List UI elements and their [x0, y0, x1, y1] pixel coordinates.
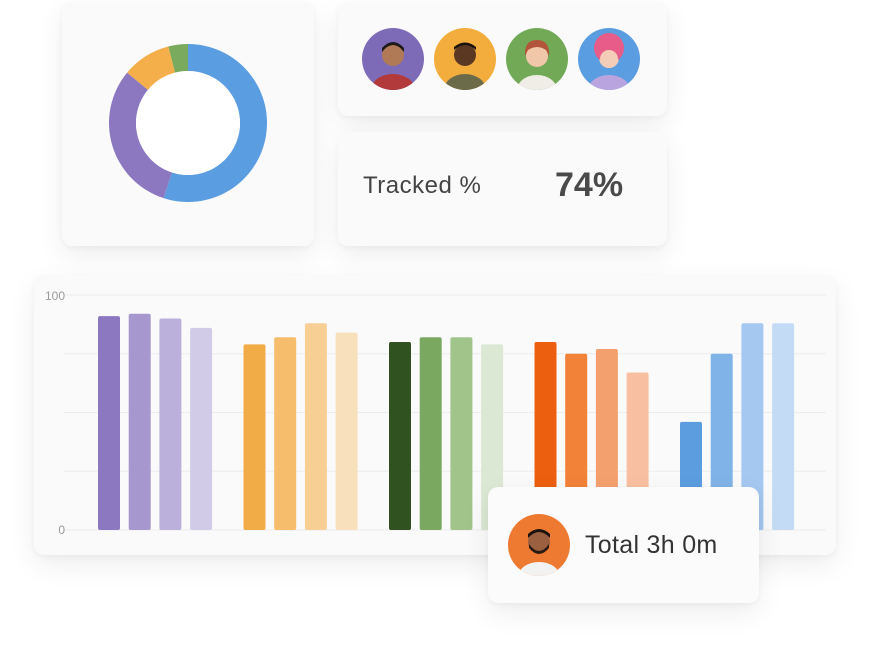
bar-g1-b0 — [243, 344, 266, 530]
bar-g4-b2 — [741, 323, 764, 530]
bar-g1-b1 — [274, 337, 297, 530]
bar-g2-b0 — [389, 342, 411, 530]
donut-hole — [136, 71, 240, 175]
bar-g4-b3 — [772, 323, 795, 530]
person-photo-icon — [434, 28, 496, 90]
avatars-card — [338, 2, 667, 116]
bar-g4-b1 — [710, 353, 733, 530]
bar-g2-b1 — [419, 337, 442, 530]
donut-card — [62, 2, 314, 246]
bar-g1-b2 — [304, 323, 327, 530]
bar-chart: 100 0 — [45, 289, 826, 537]
bar-chart-card: 100 0 — [34, 275, 836, 555]
avatar-2[interactable] — [434, 28, 496, 90]
total-card: Total 3h 0m — [488, 487, 759, 603]
donut-slice-2 — [127, 46, 176, 90]
bar-g2-b2 — [450, 337, 473, 530]
bar-g3-b2 — [595, 349, 618, 530]
person-photo-icon — [362, 28, 424, 90]
avatar-3[interactable] — [506, 28, 568, 90]
bar-g1-b3 — [335, 332, 358, 530]
total-text: Total 3h 0m — [585, 531, 718, 559]
person-photo-icon — [506, 28, 568, 90]
donut-slice-1 — [109, 72, 172, 199]
avatar-4[interactable] — [578, 28, 640, 90]
bar-g2-b3 — [481, 344, 504, 530]
person-photo-icon — [578, 28, 640, 90]
donut-slice-0 — [163, 44, 267, 202]
bar-g0-b0 — [98, 316, 120, 530]
tracked-label: Tracked % — [363, 172, 482, 199]
donut-chart — [109, 44, 267, 202]
tracked-value: 74% — [555, 166, 624, 204]
y-tick-label: 100 — [45, 289, 65, 303]
bar-g0-b2 — [159, 318, 182, 530]
bar-g0-b1 — [128, 313, 151, 530]
donut-slice-3 — [168, 44, 188, 73]
total-avatar[interactable] — [508, 514, 570, 576]
tracked-card: Tracked % 74% — [338, 132, 667, 246]
bar-g3-b0 — [534, 342, 557, 530]
bar-g0-b3 — [190, 327, 213, 530]
y-tick-label: 0 — [58, 523, 65, 537]
person-photo-icon — [508, 514, 570, 576]
bar-g3-b1 — [565, 353, 588, 530]
avatar-1[interactable] — [362, 28, 424, 90]
